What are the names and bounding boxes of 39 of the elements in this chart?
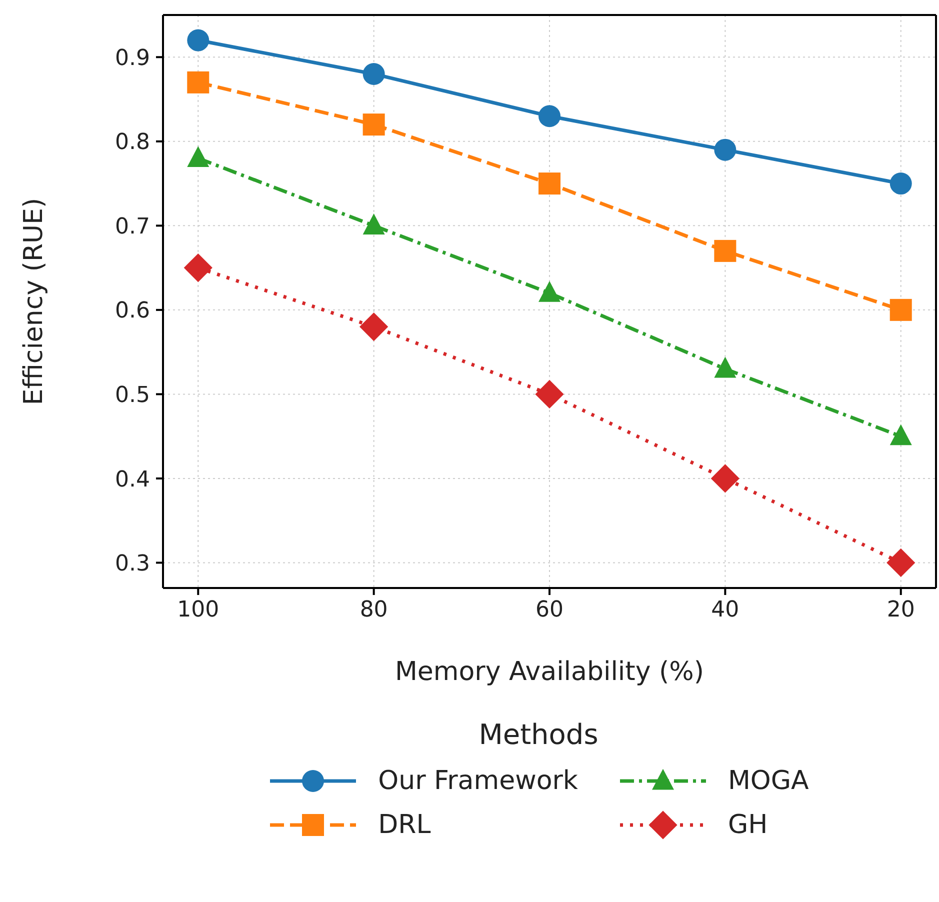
point xyxy=(538,280,560,302)
y-tick-label: 0.7 xyxy=(115,214,150,240)
point xyxy=(714,240,736,262)
y-tick-label: 0.6 xyxy=(115,298,150,324)
legend-label: MOGA xyxy=(728,766,809,796)
point xyxy=(362,114,385,136)
legend-label: GH xyxy=(728,810,768,840)
legend-title: Methods xyxy=(478,718,598,751)
point xyxy=(714,138,736,161)
x-axis-title: Memory Availability (%) xyxy=(395,657,704,687)
point xyxy=(710,464,740,493)
y-tick-label: 0.9 xyxy=(115,46,150,71)
point xyxy=(360,312,388,342)
y-tick-label: 0.4 xyxy=(115,467,150,492)
x-tick-label: 60 xyxy=(536,598,564,623)
legend-label: DRL xyxy=(378,810,431,840)
point xyxy=(886,548,916,578)
point xyxy=(890,172,912,195)
legend-label: Our Framework xyxy=(378,766,578,796)
x-tick-label: 20 xyxy=(886,598,915,623)
point xyxy=(362,214,385,234)
point xyxy=(187,71,210,94)
point xyxy=(538,172,560,195)
point xyxy=(890,298,912,321)
point xyxy=(187,29,210,52)
point xyxy=(187,146,210,168)
y-axis-title: Efficiency (RUE) xyxy=(19,198,50,406)
point xyxy=(362,62,385,85)
point xyxy=(538,105,560,128)
x-tick-label: 40 xyxy=(711,598,740,623)
point xyxy=(714,356,736,378)
y-tick-label: 0.8 xyxy=(115,130,150,156)
x-tick-label: 100 xyxy=(177,598,220,623)
point xyxy=(535,380,564,408)
x-tick-label: 80 xyxy=(360,598,388,623)
y-tick-label: 0.5 xyxy=(115,383,150,408)
point xyxy=(184,253,212,282)
point xyxy=(890,424,912,446)
y-tick-label: 0.3 xyxy=(115,552,150,577)
